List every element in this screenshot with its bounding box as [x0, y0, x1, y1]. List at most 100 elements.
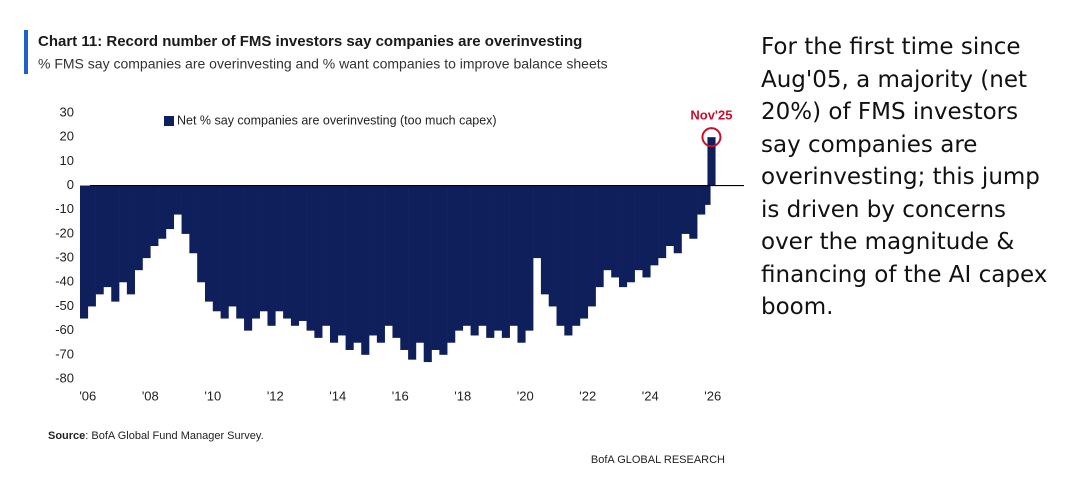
bar: [634, 185, 643, 271]
y-tick-label: -50: [55, 298, 74, 313]
legend-swatch: [164, 116, 174, 126]
commentary: For the first time since Aug'05, a major…: [761, 34, 1048, 320]
bar: [707, 137, 716, 186]
source-note: Source: BofA Global Fund Manager Survey.: [48, 430, 264, 442]
bar: [150, 185, 159, 246]
bar: [697, 185, 706, 215]
bar: [142, 185, 151, 259]
bar: [392, 185, 401, 338]
chart: Chart 11: Record number of FMS investors…: [24, 30, 744, 466]
bar: [702, 185, 711, 205]
bar: [345, 185, 354, 350]
y-tick-label: -40: [55, 274, 74, 289]
title-accent: [24, 30, 28, 74]
bar: [548, 185, 557, 307]
y-tick-label: 20: [60, 129, 74, 144]
bar: [415, 185, 425, 343]
bar: [283, 185, 292, 319]
bar: [119, 185, 128, 283]
y-tick-label: -30: [55, 250, 74, 265]
x-tick-label: '08: [142, 388, 159, 403]
bar: [439, 185, 448, 355]
bar: [204, 185, 214, 302]
bar: [353, 185, 362, 343]
bar: [244, 185, 253, 331]
bar: [611, 185, 620, 278]
bar: [236, 185, 245, 319]
legend-label: Net % say companies are overinvesting (t…: [177, 113, 497, 127]
bar: [80, 185, 89, 319]
x-tick-label: '10: [204, 388, 221, 403]
bar: [494, 185, 503, 331]
bar: [369, 185, 378, 336]
bar: [376, 185, 385, 343]
bar: [228, 185, 237, 307]
bar: [486, 185, 495, 338]
bar: [681, 185, 690, 234]
bar: [361, 185, 370, 355]
bar: [173, 185, 182, 215]
bar: [658, 185, 667, 259]
bar: [525, 185, 534, 331]
bar: [619, 185, 628, 288]
bar: [111, 185, 120, 302]
x-tick-label: '22: [579, 388, 596, 403]
annotation: Nov'25: [690, 108, 732, 123]
y-tick-label: -60: [55, 322, 74, 337]
bar: [400, 185, 409, 350]
bar: [564, 185, 573, 336]
y-tick-label: -70: [55, 346, 74, 361]
bar: [337, 185, 346, 336]
bar: [181, 185, 190, 234]
bar: [87, 185, 96, 307]
bar: [673, 185, 682, 254]
x-tick-label: '12: [267, 388, 284, 403]
chart-subtitle: % FMS say companies are overinvesting an…: [38, 56, 608, 72]
bar: [595, 185, 604, 288]
y-tick-label: 0: [67, 177, 74, 192]
bar: [251, 185, 260, 319]
x-tick-label: '16: [392, 388, 409, 403]
bar: [298, 185, 307, 321]
source-text: : BofA Global Fund Manager Survey.: [85, 430, 263, 442]
bar: [587, 185, 596, 307]
x-tick-label: '24: [642, 388, 659, 403]
bar: [267, 185, 276, 326]
bar: [126, 185, 135, 295]
bar: [572, 185, 581, 326]
x-tick-label: '14: [329, 388, 346, 403]
chart-title: Chart 11: Record number of FMS investors…: [38, 33, 582, 50]
bar: [134, 185, 143, 271]
bar: [470, 185, 479, 336]
footer: BofA GLOBAL RESEARCH: [591, 454, 725, 466]
bar: [665, 185, 674, 246]
bar: [462, 185, 471, 326]
bar: [501, 185, 510, 338]
bar: [212, 185, 221, 312]
bar: [423, 185, 432, 363]
bar: [103, 185, 112, 288]
bar: [517, 185, 526, 343]
highlight-circle: [701, 127, 722, 148]
x-tick-label: '18: [454, 388, 471, 403]
bar: [650, 185, 659, 266]
bar: [540, 185, 550, 295]
bar: [95, 185, 104, 295]
y-tick-label: -80: [55, 370, 74, 385]
y-tick-label: -20: [55, 225, 74, 240]
bar: [626, 185, 635, 283]
bar: [158, 185, 167, 239]
y-tick-label: 30: [60, 104, 74, 119]
bar: [314, 185, 323, 338]
bar: [290, 185, 300, 326]
bar: [447, 185, 456, 343]
bar: [454, 185, 464, 331]
bar: [165, 185, 175, 230]
bar: [220, 185, 229, 319]
bar: [509, 185, 518, 326]
y-tick-label: 10: [60, 153, 74, 168]
bar: [197, 185, 206, 283]
bar: [431, 185, 440, 350]
bar: [642, 185, 651, 278]
